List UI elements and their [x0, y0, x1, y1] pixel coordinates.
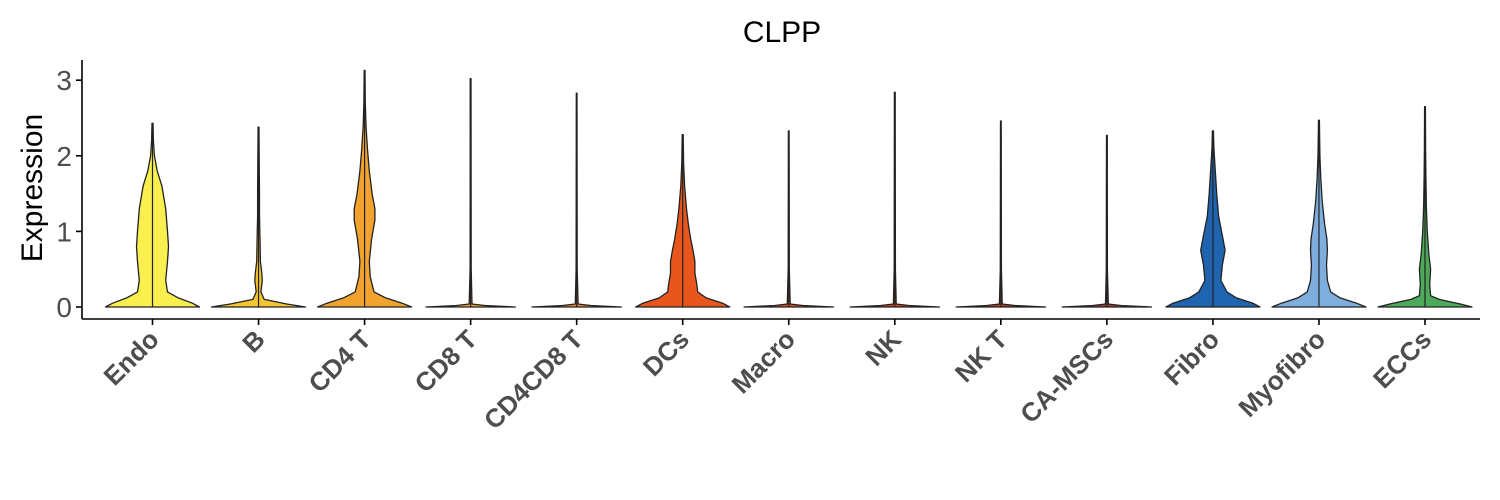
- x-tick-label: CD8 T: [409, 324, 483, 398]
- x-tick-label: Myofibro: [1232, 324, 1331, 423]
- chart-title: CLPP: [743, 16, 821, 49]
- violin-layer: [104, 69, 1473, 308]
- x-tick-label: CA-MSCs: [1014, 324, 1119, 429]
- y-axis-ticks: 0 1 2 3: [56, 65, 82, 323]
- x-tick-label: B: [236, 324, 270, 358]
- y-axis-label: Expression: [16, 114, 49, 262]
- x-tick-label: ECCs: [1367, 324, 1437, 394]
- x-tick-label: Endo: [98, 324, 165, 391]
- x-tick-label: Macro: [726, 324, 801, 399]
- x-tick-label: NK T: [949, 324, 1013, 388]
- x-tick-label: Fibro: [1158, 324, 1225, 391]
- y-tick-label: 0: [56, 292, 72, 323]
- x-tick-label: CD4 T: [302, 324, 376, 398]
- y-tick-label: 1: [56, 216, 72, 247]
- x-tick-label: CD4CD8 T: [478, 324, 589, 435]
- x-tick-label: NK: [859, 324, 907, 372]
- x-tick-label: DCs: [637, 324, 695, 382]
- y-tick-label: 3: [56, 65, 72, 96]
- y-tick-label: 2: [56, 141, 72, 172]
